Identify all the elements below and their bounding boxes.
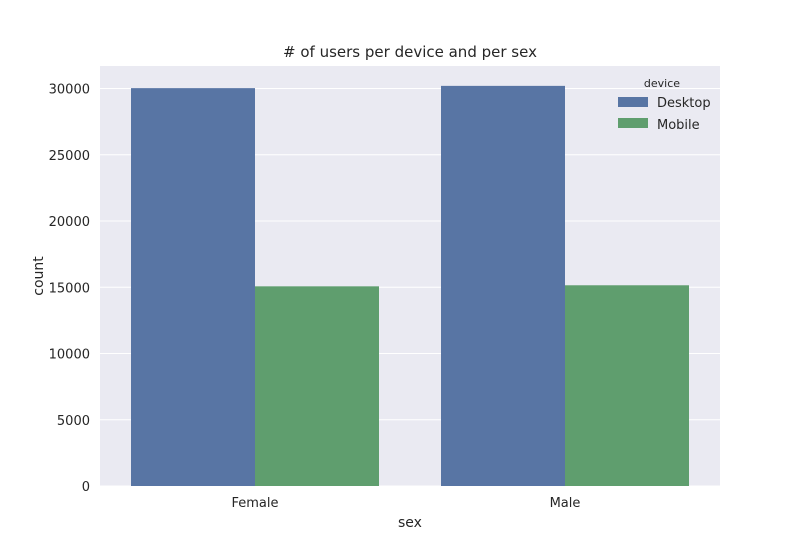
legend: device Desktop Mobile xyxy=(618,77,711,133)
legend-label-desktop: Desktop xyxy=(657,96,711,111)
y-tick-label: 30000 xyxy=(49,83,90,98)
bar-male-desktop xyxy=(441,85,565,487)
y-axis-label: count xyxy=(31,256,47,296)
bar-female-mobile xyxy=(255,286,379,486)
legend-swatch-desktop xyxy=(618,97,648,107)
x-tick-label-male: Male xyxy=(550,496,581,511)
y-tick-label: 15000 xyxy=(49,281,90,296)
y-tick-label: 5000 xyxy=(57,414,90,429)
legend-swatch-mobile xyxy=(618,118,648,128)
x-tick-label-female: Female xyxy=(231,496,278,511)
bars xyxy=(131,85,689,487)
y-tick-label: 10000 xyxy=(49,348,90,363)
legend-label-mobile: Mobile xyxy=(657,118,700,133)
y-tick-label: 25000 xyxy=(49,149,90,164)
y-tick-label: 0 xyxy=(82,480,90,495)
chart-title: # of users per device and per sex xyxy=(283,43,537,61)
bar-male-mobile xyxy=(565,285,689,486)
x-tick-labels: Female Male xyxy=(231,496,580,511)
legend-title: device xyxy=(644,77,680,90)
y-tick-label: 20000 xyxy=(49,215,90,230)
bar-female-desktop xyxy=(131,88,255,486)
y-tick-labels: 0 5000 10000 15000 20000 25000 30000 xyxy=(49,83,90,495)
x-axis-label: sex xyxy=(398,515,422,531)
